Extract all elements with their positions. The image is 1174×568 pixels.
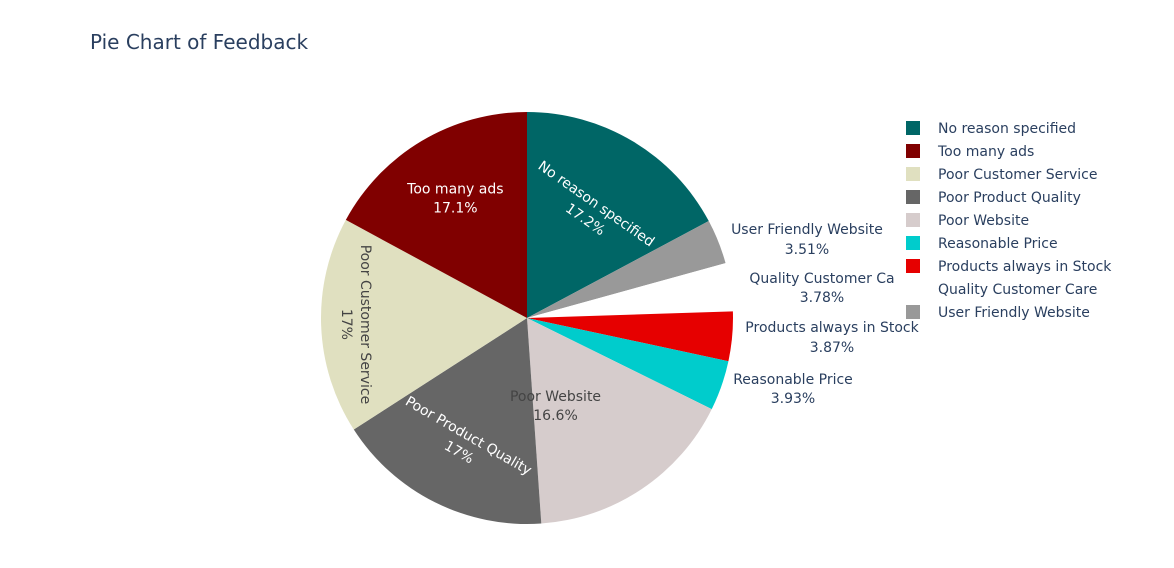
- legend-label: Too many ads: [937, 144, 1034, 160]
- legend-label: Poor Customer Service: [938, 167, 1097, 183]
- slice-label-too-many-ads: Too many ads 17.1%: [406, 182, 503, 217]
- pie-slice-quality-customer-care[interactable]: [527, 263, 733, 318]
- outside-label-percent: 3.93%: [771, 391, 815, 407]
- outside-label-name: Reasonable Price: [733, 372, 853, 388]
- outside-label-percent: 3.87%: [810, 340, 854, 356]
- outside-label-name: Quality Customer Ca: [749, 271, 894, 287]
- legend-item-user-friendly-website[interactable]: User Friendly Website: [906, 305, 1090, 321]
- legend-swatch: [906, 213, 920, 227]
- legend-swatch: [906, 282, 920, 296]
- slice-label-percent: 17%: [338, 309, 354, 340]
- pie-slice-user-friendly-website[interactable]: [527, 221, 726, 318]
- outside-label-percent: 3.51%: [785, 242, 829, 258]
- legend-item-quality-customer-care[interactable]: Quality Customer Care: [906, 282, 1097, 298]
- legend-item-poor-customer-service[interactable]: Poor Customer Service: [906, 167, 1097, 183]
- pie-slice-products-always-in-stock[interactable]: [527, 311, 733, 362]
- outside-label-reasonable-price: Reasonable Price 3.93%: [733, 372, 853, 407]
- legend-item-reasonable-price[interactable]: Reasonable Price: [906, 236, 1058, 252]
- slice-label-percent: 17.1%: [433, 201, 477, 217]
- legend-swatch: [906, 167, 920, 181]
- outside-label-percent: 3.78%: [800, 290, 844, 306]
- legend-label: User Friendly Website: [938, 305, 1090, 321]
- slice-label-name: Too many ads: [406, 182, 503, 198]
- legend-swatch: [906, 236, 920, 250]
- legend-swatch: [906, 305, 920, 319]
- slice-label-percent: 16.6%: [533, 408, 577, 424]
- legend-swatch: [906, 121, 920, 135]
- outside-label-user-friendly-website: User Friendly Website 3.51%: [731, 222, 883, 258]
- slices-group: [321, 111, 733, 524]
- legend-item-no-reason-specified[interactable]: No reason specified: [906, 121, 1076, 137]
- legend-item-poor-website[interactable]: Poor Website: [906, 213, 1029, 229]
- slice-label-name: Poor Customer Service: [357, 245, 373, 404]
- pie-slice-reasonable-price[interactable]: [527, 318, 729, 410]
- outside-label-products-always-in-stock: Products always in Stock 3.87%: [745, 320, 919, 356]
- legend-label: Poor Website: [938, 213, 1029, 229]
- legend-swatch: [906, 259, 920, 273]
- legend-label: Reasonable Price: [938, 236, 1058, 252]
- legend-label: Poor Product Quality: [938, 190, 1081, 206]
- legend-swatch: [906, 144, 920, 158]
- pie-slice-poor-product-quality[interactable]: [353, 318, 542, 524]
- outside-label-quality-customer-ca: Quality Customer Ca 3.78%: [749, 271, 894, 306]
- legend-item-too-many-ads[interactable]: Too many ads: [906, 144, 1034, 160]
- legend-item-products-always-in-stock[interactable]: Products always in Stock: [906, 259, 1112, 275]
- pie-slice-poor-website[interactable]: [527, 318, 712, 524]
- pie-slice-too-many-ads[interactable]: [345, 111, 527, 318]
- legend-label: Quality Customer Care: [938, 282, 1097, 298]
- outside-label-name: User Friendly Website: [731, 222, 883, 238]
- chart-title: Pie Chart of Feedback: [90, 30, 309, 54]
- pie-slice-no-reason-specified[interactable]: [527, 112, 709, 318]
- legend-swatch: [906, 190, 920, 204]
- legend: No reason specified Too many ads Poor Cust…: [906, 121, 1112, 321]
- slice-label-poor-website: Poor Website 16.6%: [510, 389, 601, 424]
- outside-label-name: Products always in Stock: [745, 320, 919, 336]
- legend-item-poor-product-quality[interactable]: Poor Product Quality: [906, 190, 1081, 206]
- legend-label: No reason specified: [938, 121, 1076, 137]
- pie-slice-poor-customer-service[interactable]: [321, 219, 527, 430]
- slice-label-name: Poor Website: [510, 389, 601, 405]
- legend-label: Products always in Stock: [938, 259, 1112, 275]
